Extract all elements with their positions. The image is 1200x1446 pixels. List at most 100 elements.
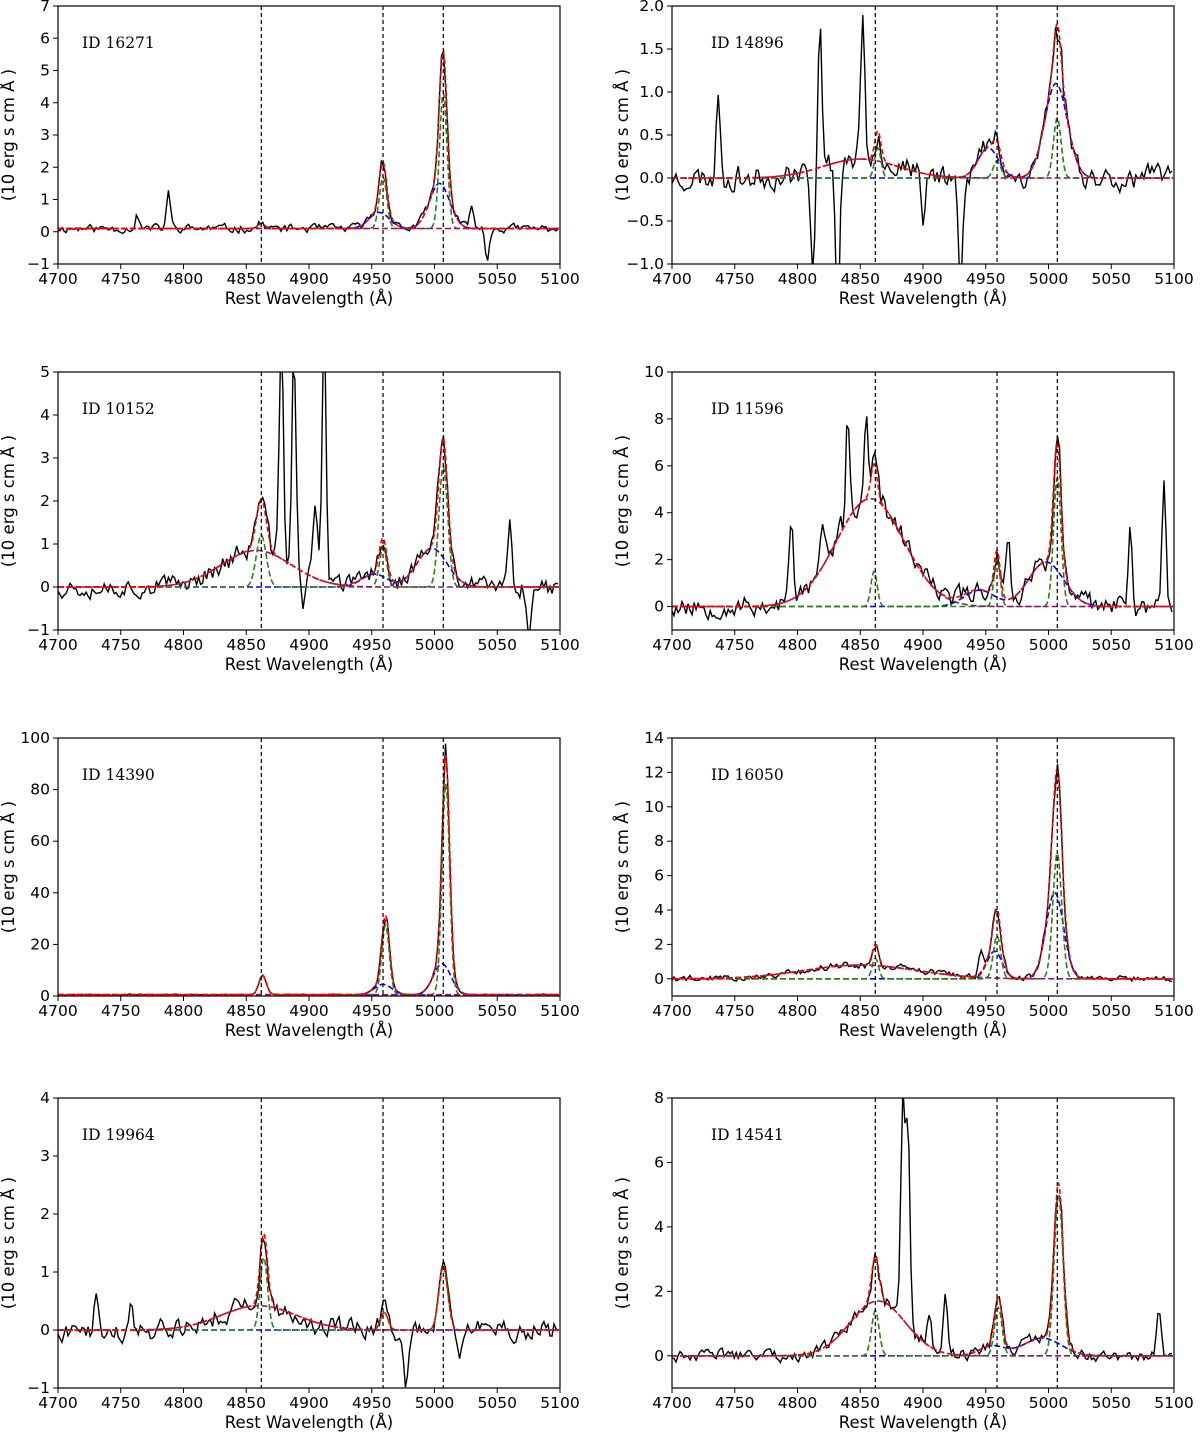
x-tick-label: 4900 (903, 636, 942, 654)
y-tick-label: 3 (40, 126, 50, 144)
x-tick-label: 4750 (101, 636, 140, 654)
y-tick-label: 1 (40, 1263, 50, 1281)
x-tick-label: 5050 (1092, 636, 1131, 654)
x-tick-label: 4750 (715, 636, 754, 654)
x-tick-label: 4700 (652, 270, 691, 288)
x-tick-label: 4950 (966, 270, 1005, 288)
x-tick-label: 5100 (540, 1394, 579, 1412)
observed-spectrum-line (672, 763, 1173, 983)
y-tick-label: 4 (654, 901, 664, 919)
total-fit-line (672, 769, 1173, 980)
narrow-fit-line (672, 474, 1173, 608)
x-tick-label: 5000 (415, 1002, 454, 1020)
plot-area (58, 372, 559, 630)
x-tick-label: 4900 (289, 1002, 328, 1020)
y-tick-label: 6 (654, 1153, 664, 1171)
y-tick-label: 0 (40, 987, 50, 1005)
observed-spectrum-line (58, 372, 559, 630)
panel-id-label: ID 14541 (711, 1126, 784, 1144)
plot-area (58, 738, 559, 996)
panel-id-label: ID 14896 (711, 34, 784, 52)
x-tick-label: 4800 (164, 636, 203, 654)
x-axis-label: Rest Wavelength (Å) (225, 1413, 393, 1432)
x-tick-label: 5100 (1154, 636, 1193, 654)
x-tick-label: 5000 (415, 636, 454, 654)
total-fit-line (672, 1182, 1173, 1357)
y-tick-label: 60 (30, 832, 50, 850)
y-tick-label: 7 (40, 0, 50, 15)
x-tick-label: 4850 (841, 1394, 880, 1412)
x-axis-label: Rest Wavelength (Å) (225, 1021, 393, 1040)
y-tick-label: 0 (654, 1347, 664, 1365)
panel-2: ID 14896 Rest Wavelength (Å) (10 erg s c… (613, 0, 1194, 308)
x-tick-label: 4800 (164, 1002, 203, 1020)
x-tick-label: 4700 (38, 1002, 77, 1020)
total-fit-line (58, 1231, 559, 1331)
x-tick-label: 5100 (540, 636, 579, 654)
y-tick-label: 6 (40, 29, 50, 47)
y-axis-label: (10 erg s cm Å ) (0, 69, 18, 201)
narrow-fit-line (672, 116, 1173, 179)
x-tick-label: 4950 (966, 1394, 1005, 1412)
plot-area (672, 372, 1173, 630)
x-tick-label: 5000 (1029, 1394, 1068, 1412)
y-tick-label: 3 (40, 449, 50, 467)
x-tick-label: 5050 (1092, 1394, 1131, 1412)
x-tick-label: 4800 (164, 270, 203, 288)
y-tick-label: 0 (654, 970, 664, 988)
x-tick-label: 4700 (38, 1394, 77, 1412)
x-tick-label: 4950 (352, 636, 391, 654)
y-tick-label: 2 (654, 551, 664, 569)
x-tick-label: 4850 (841, 636, 880, 654)
y-tick-label: 1.0 (639, 83, 664, 101)
panel-5: ID 14390 Rest Wavelength (Å) (10 erg s c… (0, 729, 580, 1040)
y-tick-label: 3 (40, 1147, 50, 1165)
plot-area (672, 738, 1173, 996)
panel-id-label: ID 10152 (82, 400, 155, 418)
y-tick-label: 8 (654, 832, 664, 850)
x-tick-label: 4750 (715, 270, 754, 288)
y-tick-label: −0.5 (626, 212, 664, 230)
x-tick-label: 4700 (652, 636, 691, 654)
outflow-fit-line (58, 182, 559, 230)
y-tick-label: 5 (40, 62, 50, 80)
panel-1: ID 16271 Rest Wavelength (Å) (10 erg s c… (0, 0, 580, 308)
x-axis-label: Rest Wavelength (Å) (839, 1021, 1007, 1040)
x-tick-label: 5050 (478, 1002, 517, 1020)
x-tick-label: 5100 (1154, 1394, 1193, 1412)
y-tick-label: 10 (644, 798, 664, 816)
narrow-fit-line (58, 90, 559, 230)
plot-area (672, 1098, 1173, 1388)
y-tick-label: 2 (40, 492, 50, 510)
panel-id-label: ID 16271 (82, 34, 155, 52)
x-tick-label: 4850 (227, 1002, 266, 1020)
x-tick-label: 5050 (1092, 270, 1131, 288)
narrow-fit-line (58, 783, 559, 996)
x-tick-label: 4800 (778, 636, 817, 654)
y-tick-label: 0 (40, 1321, 50, 1339)
y-tick-label: 4 (40, 1089, 50, 1107)
x-tick-label: 5100 (540, 270, 579, 288)
y-tick-label: 2 (40, 158, 50, 176)
y-axis-label: (10 erg s cm Å ) (613, 69, 632, 201)
y-tick-label: −1 (27, 621, 50, 639)
x-tick-label: 4700 (38, 270, 77, 288)
narrow-fit-line (672, 1194, 1173, 1357)
y-tick-label: 10 (644, 363, 664, 381)
y-tick-label: 6 (654, 867, 664, 885)
y-tick-label: 4 (40, 94, 50, 112)
x-tick-label: 5000 (1029, 1002, 1068, 1020)
y-tick-label: 4 (654, 504, 664, 522)
y-axis-label: (10 erg s cm Å ) (613, 435, 632, 567)
y-tick-label: 6 (654, 457, 664, 475)
y-tick-label: 2 (40, 1205, 50, 1223)
y-axis-label: (10 erg s cm Å ) (613, 1177, 632, 1309)
x-tick-label: 4900 (289, 270, 328, 288)
y-tick-label: 0 (40, 223, 50, 241)
y-tick-label: −1.0 (626, 255, 664, 273)
x-tick-label: 4750 (715, 1002, 754, 1020)
x-tick-label: 4850 (841, 270, 880, 288)
x-tick-label: 5000 (415, 270, 454, 288)
observed-spectrum-line (672, 416, 1173, 622)
